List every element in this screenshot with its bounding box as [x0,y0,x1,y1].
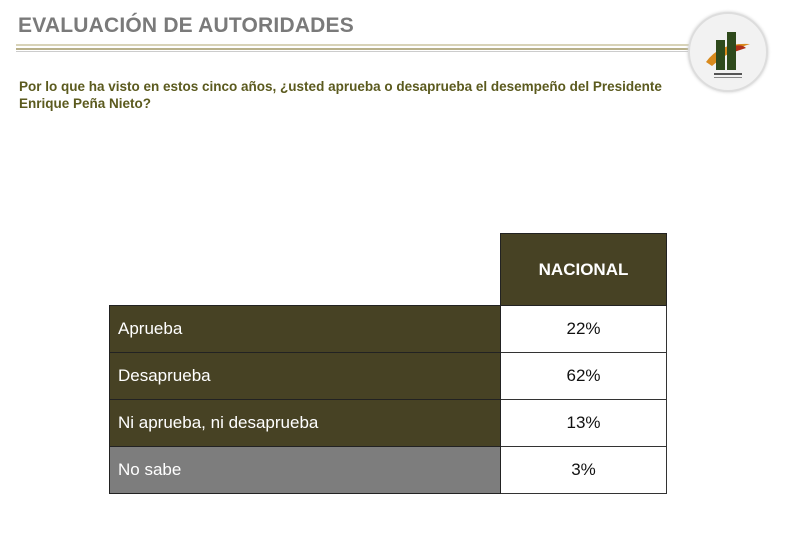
survey-question: Por lo que ha visto en estos cinco años,… [19,79,662,111]
divider [16,51,692,52]
logo [688,12,768,92]
row-value: 13% [500,399,667,447]
column-header-nacional: NACIONAL [500,233,667,306]
table-row: No sabe 3% [109,446,667,494]
table-row: Aprueba 22% [109,305,667,353]
table-row: Ni aprueba, ni desaprueba 13% [109,399,667,447]
row-label: Desaprueba [109,352,501,400]
row-value: 62% [500,352,667,400]
divider [16,48,692,50]
row-label: Aprueba [109,305,501,353]
row-label: No sabe [109,446,501,494]
logo-icon [706,32,750,78]
page-title: EVALUACIÓN DE AUTORIDADES [18,14,354,37]
table-row: Desaprueba 62% [109,352,667,400]
divider [16,44,692,46]
row-value: 3% [500,446,667,494]
row-value: 22% [500,305,667,353]
results-table: NACIONAL Aprueba 22% Desaprueba 62% Ni apr… [109,233,667,494]
row-label: Ni aprueba, ni desaprueba [109,399,501,447]
